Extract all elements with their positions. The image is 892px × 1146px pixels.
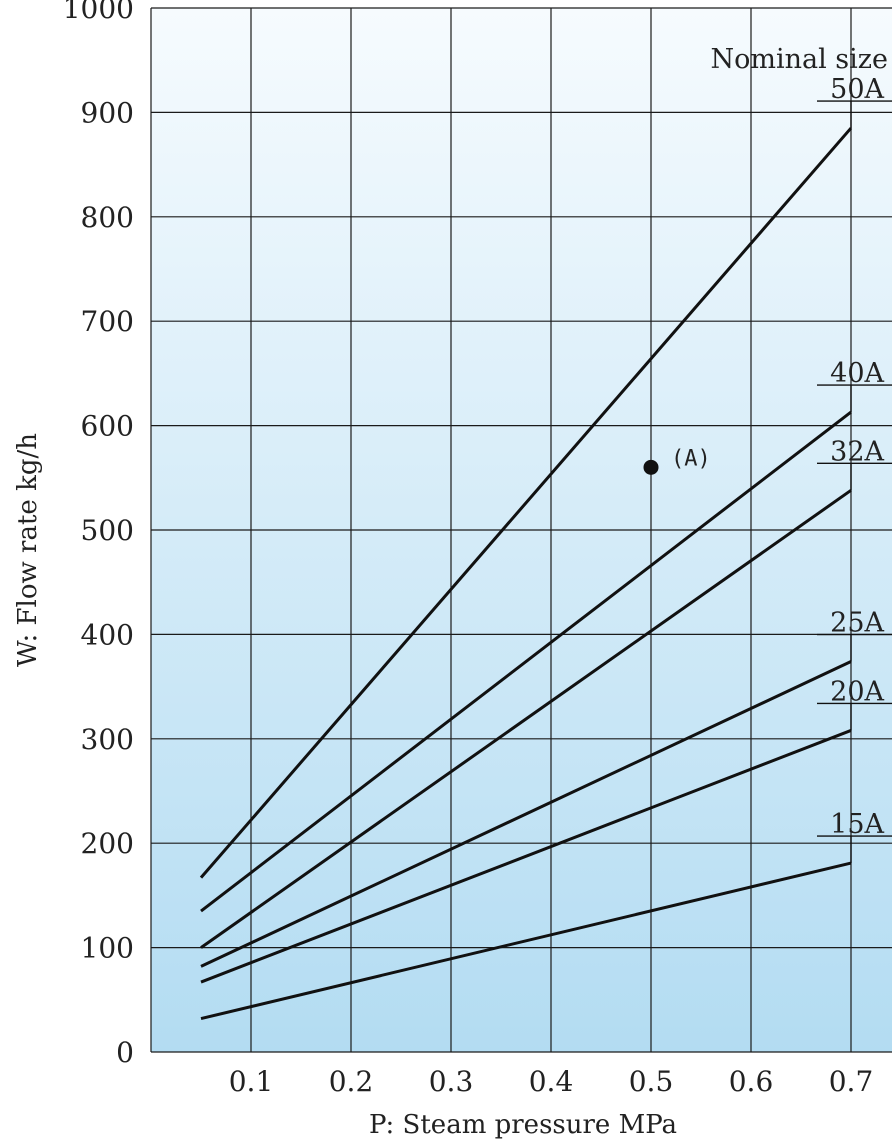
x-tick-label: 0.1 bbox=[229, 1065, 274, 1098]
series-line-50a bbox=[199, 127, 853, 879]
x-axis-title: P: Steam pressure MPa bbox=[369, 1110, 677, 1140]
x-axis-tick-labels: 0.1 0.2 0.3 0.4 0.5 0.6 0.7 bbox=[229, 1065, 874, 1098]
series-line-40a bbox=[200, 410, 852, 913]
x-tick-label: 0.3 bbox=[429, 1065, 474, 1098]
y-tick-label: 0 bbox=[116, 1036, 134, 1069]
series-label-40a: 40A bbox=[830, 358, 884, 389]
series-label-32a: 32A bbox=[830, 436, 884, 467]
series-label-25a: 25A bbox=[830, 608, 884, 639]
x-tick-label: 0.7 bbox=[829, 1065, 874, 1098]
y-axis-tick-labels: 0 100 200 300 400 500 600 700 800 900 1000 bbox=[63, 0, 134, 1069]
x-tick-label: 0.5 bbox=[629, 1065, 674, 1098]
x-tick-label: 0.4 bbox=[529, 1065, 574, 1098]
y-tick-label: 500 bbox=[81, 514, 134, 547]
legend-title: Nominal size bbox=[710, 44, 888, 75]
y-axis-title: W: Flow rate kg/h bbox=[13, 433, 43, 667]
point-a-label: (A) bbox=[671, 446, 711, 471]
series-line-15a bbox=[200, 861, 852, 1021]
y-tick-label: 1000 bbox=[63, 0, 134, 25]
series-lines bbox=[199, 127, 853, 1021]
series-labels: 50A 40A 32A 25A 20A 15A bbox=[817, 74, 892, 864]
y-tick-label: 700 bbox=[81, 305, 134, 338]
y-tick-label: 900 bbox=[81, 96, 134, 129]
x-tick-label: 0.6 bbox=[729, 1065, 774, 1098]
grid bbox=[150, 7, 892, 1053]
series-label-50a: 50A bbox=[830, 74, 884, 105]
series-label-20a: 20A bbox=[830, 676, 884, 707]
y-tick-label: 800 bbox=[81, 201, 134, 234]
series-line-32a bbox=[200, 489, 852, 949]
series-line-20a bbox=[200, 729, 852, 984]
x-tick-label: 0.2 bbox=[329, 1065, 374, 1098]
series-line-25a bbox=[200, 660, 852, 968]
y-tick-label: 100 bbox=[81, 932, 134, 965]
series-label-15a: 15A bbox=[830, 809, 884, 840]
y-tick-label: 600 bbox=[81, 410, 134, 443]
point-a-marker bbox=[643, 459, 659, 475]
annotations: (A) bbox=[643, 446, 711, 475]
y-tick-label: 400 bbox=[81, 618, 134, 651]
y-tick-label: 200 bbox=[81, 827, 134, 860]
y-tick-label: 300 bbox=[81, 723, 134, 756]
